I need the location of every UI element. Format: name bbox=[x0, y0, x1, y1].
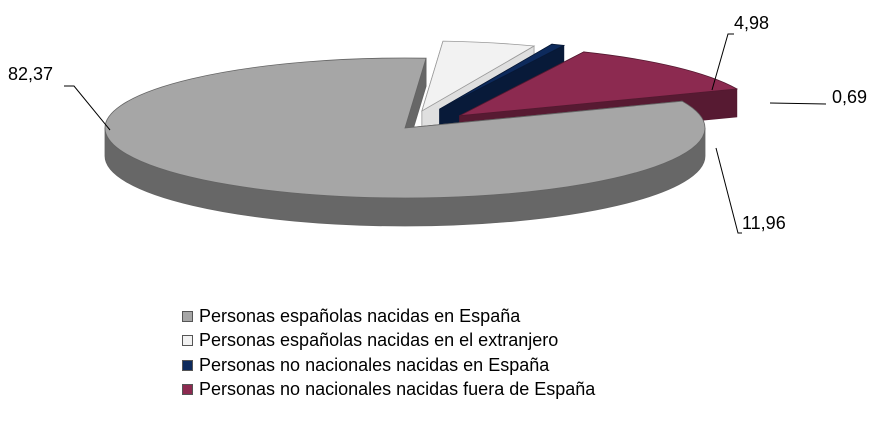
legend-item-espanolas-espana: Personas españolas nacidas en España bbox=[182, 304, 595, 329]
legend-item-espanolas-extranjero: Personas españolas nacidas en el extranj… bbox=[182, 329, 595, 354]
data-label-1: 4,98 bbox=[711, 13, 769, 91]
legend-label: Personas españolas nacidas en España bbox=[199, 305, 521, 326]
legend-item-no-nacionales-espana: Personas no nacionales nacidas en España bbox=[182, 353, 595, 378]
legend-label: Personas no nacionales nacidas en España bbox=[199, 354, 550, 375]
pie-slice-top bbox=[421, 40, 536, 112]
data-label-text: 82,37 bbox=[8, 64, 53, 84]
legend-label: Personas no nacionales nacidas fuera de … bbox=[199, 379, 596, 400]
data-label-text: 4,98 bbox=[734, 13, 769, 33]
pie-slice-top bbox=[104, 57, 706, 199]
legend-item-no-nacionales-fuera: Personas no nacionales nacidas fuera de … bbox=[182, 378, 595, 403]
data-label-2: 0,69 bbox=[769, 87, 867, 107]
leader-line bbox=[715, 147, 742, 234]
leader-line bbox=[711, 33, 734, 91]
legend-swatch bbox=[182, 335, 193, 347]
legend-swatch bbox=[182, 359, 193, 371]
legend-swatch bbox=[182, 384, 193, 396]
data-label-text: 11,96 bbox=[742, 213, 786, 233]
data-label-text: 0,69 bbox=[832, 87, 867, 107]
pie-slice-0 bbox=[104, 57, 706, 227]
pie-slice-top bbox=[459, 51, 739, 117]
legend-label: Personas españolas nacidas en el extranj… bbox=[199, 330, 559, 351]
data-label-3: 11,96 bbox=[715, 147, 786, 234]
legend-swatch bbox=[182, 310, 193, 322]
data-label-0: 82,37 bbox=[8, 64, 111, 131]
pie-chart: 82,37 4,98 0,69 11,96 bbox=[8, 13, 867, 234]
chart-legend: Personas españolas nacidas en España Per… bbox=[182, 304, 595, 402]
pie-slice-top bbox=[439, 43, 566, 110]
leader-line bbox=[769, 102, 827, 105]
leader-line bbox=[64, 85, 111, 131]
